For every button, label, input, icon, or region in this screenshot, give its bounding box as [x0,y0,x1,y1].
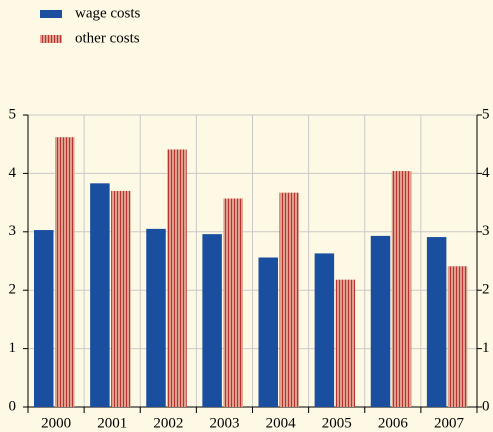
x-tick-label: 2007 [434,415,465,431]
bar [258,257,278,407]
y-tick-label: 4 [9,165,17,181]
bar [111,190,131,407]
x-tick-label: 2004 [266,415,297,431]
x-tick-label: 2003 [209,415,239,431]
x-tick-label: 2002 [153,415,183,431]
x-tick-label: 2006 [378,415,409,431]
bar [447,266,468,407]
bar [90,183,110,407]
y2-tick-label: 4 [482,165,490,181]
bar [370,235,391,407]
x-tick-label: 2005 [322,415,352,431]
x-tick-label: 2001 [97,415,127,431]
legend-swatch [40,35,62,43]
bar [314,253,335,407]
bar [335,279,356,407]
y2-tick-label: 1 [482,340,490,356]
y2-tick-label: 3 [482,223,490,239]
y2-tick-label: 5 [482,106,490,122]
legend-label: wage costs [75,5,141,21]
y-tick-label: 2 [9,282,17,298]
y2-tick-label: 2 [482,282,490,298]
bar [202,234,222,407]
bar [167,149,187,407]
bar [34,230,54,407]
y-tick-label: 3 [9,223,17,239]
bar [426,237,447,407]
bar [279,192,299,407]
y-tick-label: 1 [9,340,17,356]
y-tick-label: 5 [9,106,17,122]
legend-label: other costs [75,30,140,46]
x-tick-label: 2000 [41,415,71,431]
bar [146,228,166,407]
bar [55,137,75,407]
y2-tick-label: 0 [482,398,490,414]
bar [223,198,243,407]
y-tick-label: 0 [9,398,17,414]
legend-swatch [40,10,62,18]
bar [391,171,412,407]
